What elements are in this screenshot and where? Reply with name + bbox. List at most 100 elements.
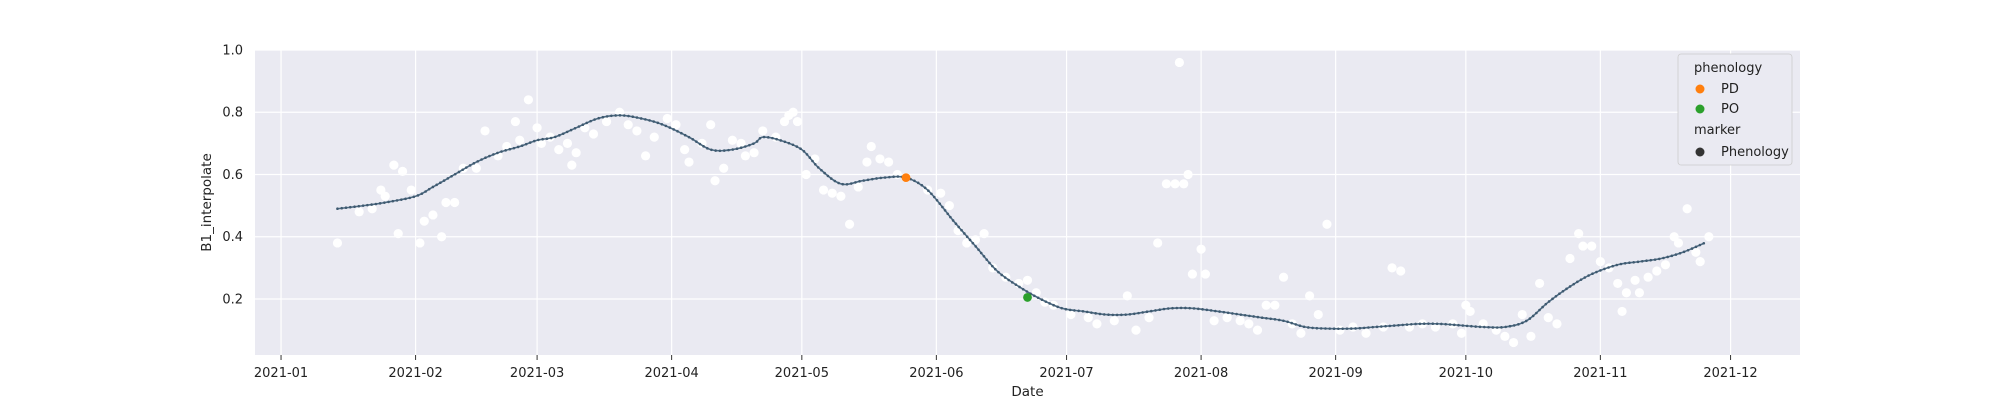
- curve-marker: [1579, 278, 1583, 281]
- curve-marker: [1311, 326, 1314, 330]
- curve-marker: [672, 128, 675, 131]
- observation-point: [1691, 247, 1701, 257]
- curve-marker: [1205, 308, 1209, 312]
- observation-point: [567, 160, 577, 170]
- observation-point: [1187, 269, 1198, 279]
- observation-point: [875, 154, 885, 164]
- curve-marker: [344, 206, 348, 210]
- observation-point: [393, 229, 403, 239]
- curve-marker: [1154, 309, 1157, 312]
- curve-marker: [431, 185, 435, 189]
- curve-marker: [1098, 312, 1102, 316]
- curve-marker: [823, 171, 826, 175]
- curve-marker: [943, 209, 947, 212]
- curve-marker: [1149, 309, 1153, 313]
- curve-marker: [727, 148, 730, 152]
- curve-marker: [500, 150, 503, 153]
- observation-point: [1144, 313, 1154, 323]
- observation-point: [415, 238, 425, 248]
- curve-marker: [450, 174, 453, 178]
- curve-marker: [913, 179, 916, 183]
- observation-point: [1517, 309, 1527, 320]
- curve-marker: [833, 179, 837, 183]
- curve-marker: [484, 156, 487, 160]
- legend-label-phenology: Phenology: [1721, 145, 1789, 160]
- observation-point: [632, 126, 642, 136]
- curve-marker: [813, 162, 817, 166]
- phenology-points: [901, 173, 1032, 302]
- curve-marker: [1465, 324, 1469, 328]
- curve-marker: [775, 137, 778, 141]
- observation-point: [562, 138, 573, 148]
- curve-marker: [1007, 278, 1010, 282]
- observation-point: [588, 129, 599, 139]
- curve-marker: [1014, 283, 1018, 286]
- curve-marker: [1179, 306, 1183, 310]
- observation-point: [640, 151, 651, 161]
- curve-marker: [488, 154, 491, 158]
- legend-label-pd: PD: [1721, 82, 1739, 97]
- observation-point: [1660, 260, 1671, 270]
- curve-marker: [883, 176, 887, 179]
- observation-point: [710, 176, 720, 186]
- curve-marker: [1551, 297, 1554, 301]
- curve-marker: [508, 147, 512, 151]
- curve-marker: [1010, 281, 1014, 284]
- curve-marker: [1517, 323, 1520, 326]
- curve-marker: [1607, 266, 1610, 269]
- curve-marker: [875, 177, 878, 180]
- curve-marker: [442, 179, 446, 182]
- curve-marker: [395, 199, 399, 202]
- observation-point: [836, 191, 846, 201]
- curve-marker: [457, 170, 461, 174]
- curve-marker: [1401, 323, 1405, 327]
- curve-marker: [979, 251, 983, 255]
- curve-marker: [1298, 324, 1302, 328]
- curve-marker: [520, 144, 524, 147]
- curve-marker: [1192, 307, 1196, 310]
- curve-marker: [896, 175, 900, 178]
- x-tick-label: 2021-07: [1039, 366, 1093, 381]
- curve-marker: [1085, 310, 1089, 314]
- curve-marker: [1500, 326, 1503, 329]
- observation-point: [1552, 319, 1562, 329]
- curve-marker: [1495, 326, 1499, 329]
- curve-marker: [954, 222, 958, 226]
- curve-marker: [1107, 313, 1110, 317]
- curve-marker: [949, 215, 952, 219]
- curve-marker: [652, 120, 656, 123]
- legend-marker-phenology: [1695, 147, 1705, 157]
- curve-marker: [1290, 321, 1294, 325]
- curve-marker: [1554, 294, 1558, 298]
- curve-marker: [766, 136, 770, 139]
- curve-marker: [504, 149, 507, 152]
- curve-marker: [743, 145, 747, 148]
- observation-point: [1526, 331, 1536, 341]
- curve-marker: [927, 189, 930, 193]
- plot-area: [255, 50, 1800, 355]
- curve-marker: [714, 149, 717, 152]
- curve-marker: [1345, 327, 1349, 330]
- curve-marker: [1044, 300, 1048, 303]
- observation-point: [1704, 232, 1714, 242]
- curve-marker: [644, 118, 647, 121]
- curve-marker: [892, 175, 895, 179]
- curve-marker: [1470, 324, 1473, 328]
- curve-marker: [361, 204, 365, 207]
- x-axis-title: Date: [1011, 384, 1043, 400]
- x-tick-label: 2021-10: [1439, 366, 1493, 381]
- curve-marker: [1277, 318, 1281, 322]
- observation-point: [1348, 322, 1358, 332]
- observation-point: [601, 116, 612, 127]
- curve-marker: [735, 147, 739, 151]
- curve-marker: [1640, 259, 1644, 263]
- curve-marker: [1674, 253, 1678, 256]
- observation-point: [1500, 331, 1510, 341]
- curve-marker: [1021, 287, 1025, 291]
- legend-title-phenology: phenology: [1694, 61, 1762, 76]
- observation-point: [614, 107, 625, 117]
- curve-marker: [404, 197, 407, 201]
- observation-point: [450, 197, 460, 208]
- curve-marker: [446, 177, 450, 180]
- curve-marker: [1286, 320, 1289, 324]
